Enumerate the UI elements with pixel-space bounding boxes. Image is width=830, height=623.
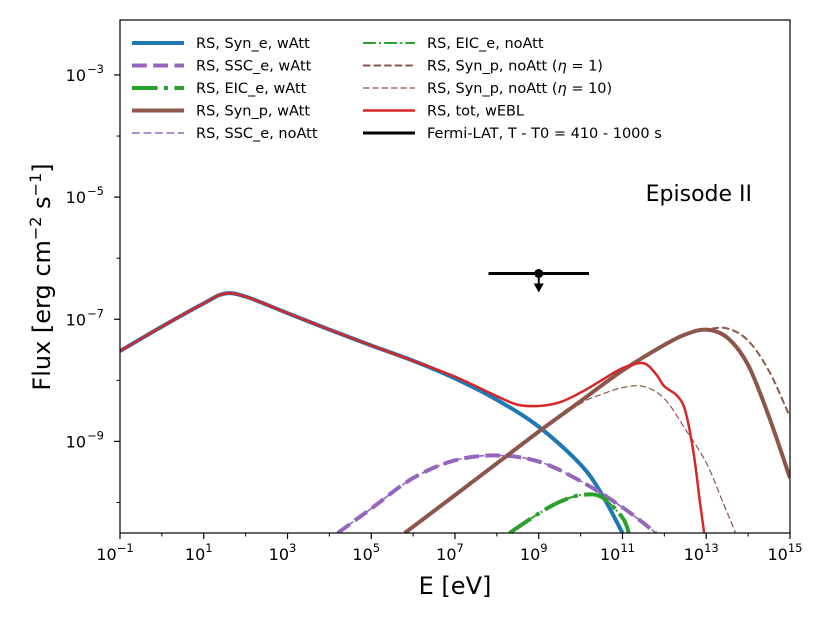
x-axis-label: E [eV] xyxy=(419,572,492,600)
curve-rs-syn-p-watt xyxy=(403,327,790,533)
fermi-lat-upper-limit-arrow-icon xyxy=(533,283,544,293)
x-tick-label: 10−1 xyxy=(96,541,133,564)
y-tick-label: 10−3 xyxy=(66,62,104,85)
curve-rs-syn-p-noatt-1 xyxy=(404,326,790,533)
episode-annotation: Episode II xyxy=(646,182,752,207)
curve-rs-ssc-e-watt xyxy=(336,453,658,533)
curve-rs-tot-webl xyxy=(120,291,706,533)
legend-label-rs-syn-p-noatt-10: RS, Syn_p, noAtt (η = 10) xyxy=(427,81,612,97)
fermi-lat-upper-limit xyxy=(488,268,589,293)
x-tick-label: 1015 xyxy=(768,541,803,564)
x-tick-label: 105 xyxy=(352,541,380,564)
legend-label-rs-tot-webl: RS, tot, wEBL xyxy=(427,104,524,120)
legend-label-rs-eic-e-noatt: RS, EIC_e, noAtt xyxy=(427,36,544,52)
legend-label-rs-ssc-e-noatt: RS, SSC_e, noAtt xyxy=(196,126,318,142)
legend-label-rs-syn-e-watt: RS, Syn_e, wAtt xyxy=(196,36,310,52)
legend-label-rs-syn-p-noatt-1: RS, Syn_p, noAtt (η = 1) xyxy=(427,59,603,75)
x-tick-label: 1013 xyxy=(684,541,719,564)
series-curves xyxy=(120,291,790,533)
x-tick-label: 103 xyxy=(269,541,297,564)
y-tick-label: 10−7 xyxy=(66,306,104,329)
x-tick-label: 1011 xyxy=(600,541,635,564)
y-tick-label: 10−5 xyxy=(66,184,104,207)
legend-label-rs-ssc-e-watt: RS, SSC_e, wAtt xyxy=(196,59,312,75)
legend-label-fermi-lat-t-t0-410-1000-s: Fermi-LAT, T - T0 = 410 - 1000 s xyxy=(427,126,662,142)
curve-rs-syn-e-watt xyxy=(120,291,625,533)
legend: RS, Syn_e, wAtt RS, SSC_e, wAtt RS, EIC_e,… xyxy=(132,36,662,142)
svg-text:Flux [erg cm−2 s−1]: Flux [erg cm−2 s−1] xyxy=(26,163,56,390)
legend-label-rs-syn-p-watt: RS, Syn_p, wAtt xyxy=(196,104,310,120)
curve-rs-syn-p-noatt-10 xyxy=(404,385,737,533)
x-axis-ticks: 10−1 101 103 105 107 109 1011 1013 1015 xyxy=(96,533,803,564)
legend-label-rs-eic-e-watt: RS, EIC_e, wAtt xyxy=(196,81,307,97)
x-tick-label: 107 xyxy=(436,541,464,564)
x-tick-label: 109 xyxy=(520,541,548,564)
y-tick-label: 10−9 xyxy=(66,428,104,451)
curve-rs-ssc-e-noatt xyxy=(337,454,657,533)
x-tick-label: 101 xyxy=(185,541,213,564)
y-axis-label: Flux [erg cm−2 s−1] xyxy=(26,163,56,390)
y-axis-ticks: 10−9 10−7 10−5 10−3 xyxy=(66,62,120,503)
curve-rs-eic-e-noatt xyxy=(508,493,630,533)
